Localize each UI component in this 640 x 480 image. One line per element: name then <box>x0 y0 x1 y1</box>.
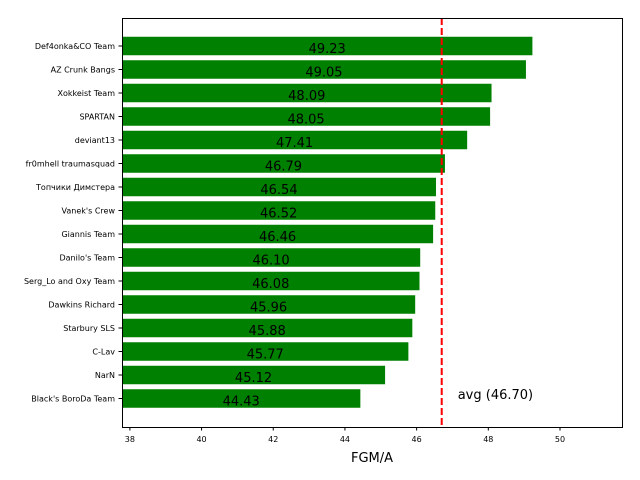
bar-value-label: 46.08 <box>252 277 289 292</box>
x-tick-label: 44 <box>340 435 350 444</box>
bar-value-label: 46.79 <box>265 160 302 175</box>
bar-value-label: 46.46 <box>259 230 296 245</box>
y-tick-label: Vanek's Crew <box>62 207 116 216</box>
x-axis-label: FGM/A <box>351 451 393 466</box>
bar-value-label: 48.05 <box>287 113 324 128</box>
bar-value-label: 49.05 <box>305 66 342 81</box>
y-tick-label: Black's BoroDa Team <box>31 395 115 404</box>
bars-group <box>122 36 533 408</box>
x-tick-label: 48 <box>483 435 493 444</box>
bar <box>122 107 491 126</box>
y-tick-label: Xokkeist Team <box>58 89 116 98</box>
bar <box>122 36 533 56</box>
y-tick-label: NarN <box>95 371 115 380</box>
x-tick-label: 50 <box>555 435 565 444</box>
x-tick-label: 46 <box>412 435 422 444</box>
average-label: avg (46.70) <box>458 388 533 403</box>
bar-value-label: 45.96 <box>250 301 287 316</box>
y-tick-label: deviant13 <box>75 136 115 145</box>
bar <box>122 224 434 244</box>
y-tick-label: SPARTAN <box>79 113 115 122</box>
y-tick-label: Def4onka&CO Team <box>35 42 115 51</box>
bar <box>122 318 413 338</box>
y-tick-label: Топчики Димстера <box>35 183 115 192</box>
y-tick-label: C-Lav <box>92 348 115 357</box>
y-axis-ticks: Def4onka&CO Team AZ Crunk Bangs Xokkeist T… <box>24 42 122 404</box>
bar-value-label: 45.88 <box>249 324 286 339</box>
x-tick-label: 42 <box>268 435 278 444</box>
bar <box>122 365 386 385</box>
bar-value-label: 45.77 <box>247 348 284 363</box>
bar <box>122 60 526 79</box>
y-tick-label: Giannis Team <box>61 230 115 239</box>
bar <box>122 248 421 267</box>
bar <box>122 177 436 197</box>
y-tick-label: Serg_Lo and Oxy Team <box>24 277 115 286</box>
y-tick-label: AZ Crunk Bangs <box>51 66 115 75</box>
x-tick-label: 38 <box>125 435 135 444</box>
axes-frame <box>122 18 623 428</box>
bar <box>122 389 361 408</box>
bar-value-label: 48.09 <box>288 89 325 104</box>
y-tick-label: fr0mhell traumasquad <box>26 160 115 169</box>
y-tick-label: Danilo's Team <box>59 254 115 263</box>
bar <box>122 342 409 361</box>
bar-value-label: 46.52 <box>260 207 297 222</box>
bar-value-labels: 49.23 49.05 48.09 48.05 47.41 46.79 46.54 46.52… <box>223 42 346 410</box>
bar <box>122 83 492 103</box>
y-tick-label: Starbury SLS <box>63 324 115 333</box>
x-tick-label: 40 <box>196 435 206 444</box>
bar-value-label: 49.23 <box>309 42 346 57</box>
bar-value-label: 45.12 <box>235 371 272 386</box>
bar <box>122 201 436 220</box>
bar-value-label: 44.43 <box>223 395 260 410</box>
bar-value-label: 46.10 <box>252 254 289 269</box>
bar <box>122 295 416 314</box>
bar <box>122 130 468 150</box>
bar-value-label: 46.54 <box>260 183 297 198</box>
bar <box>122 154 445 173</box>
bar <box>122 271 420 291</box>
x-axis-ticks: 38 40 42 44 46 48 50 <box>125 427 565 444</box>
bar-value-label: 47.41 <box>276 136 313 151</box>
y-tick-label: Dawkins Richard <box>48 301 115 310</box>
